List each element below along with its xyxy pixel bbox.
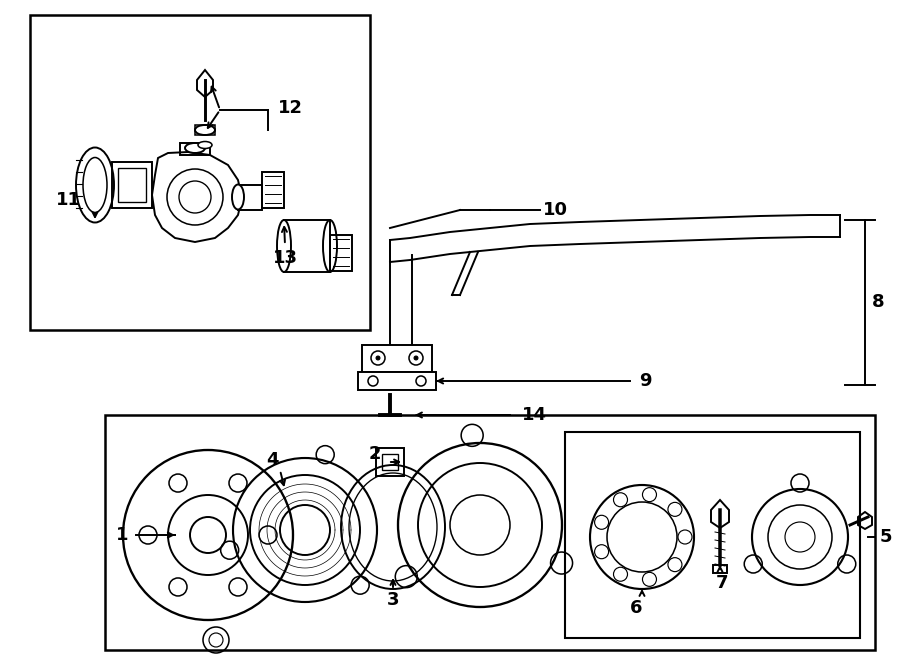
Ellipse shape (198, 142, 212, 148)
Ellipse shape (277, 220, 291, 272)
Bar (284, 220, 330, 272)
Text: 5: 5 (880, 528, 892, 546)
Bar (713, 565, 727, 573)
Text: 12: 12 (278, 99, 303, 117)
Bar (358, 372, 436, 390)
Text: 8: 8 (872, 293, 885, 311)
Bar (565, 432, 860, 638)
Ellipse shape (76, 148, 114, 222)
Bar (180, 143, 210, 155)
Bar (330, 235, 352, 271)
Text: 7: 7 (716, 574, 728, 592)
Text: 6: 6 (630, 599, 643, 617)
Text: 14: 14 (522, 406, 547, 424)
Bar (262, 172, 284, 208)
Bar (376, 448, 404, 476)
Text: 4: 4 (266, 451, 278, 469)
Ellipse shape (185, 143, 205, 153)
Bar (118, 168, 146, 202)
Text: 3: 3 (387, 591, 400, 609)
Text: 13: 13 (273, 249, 298, 267)
Bar (195, 125, 215, 135)
Ellipse shape (232, 185, 244, 209)
Bar (105, 415, 875, 650)
Bar (238, 185, 262, 210)
Text: 1: 1 (116, 526, 128, 544)
Text: 11: 11 (56, 191, 80, 209)
Bar (30, 15, 370, 330)
Text: 2: 2 (369, 445, 382, 463)
Ellipse shape (195, 125, 215, 135)
Circle shape (376, 356, 380, 360)
Bar (382, 454, 398, 470)
Text: 10: 10 (543, 201, 568, 219)
Circle shape (414, 356, 418, 360)
Bar (112, 162, 152, 208)
Text: 9: 9 (639, 372, 652, 390)
Bar (362, 345, 432, 372)
